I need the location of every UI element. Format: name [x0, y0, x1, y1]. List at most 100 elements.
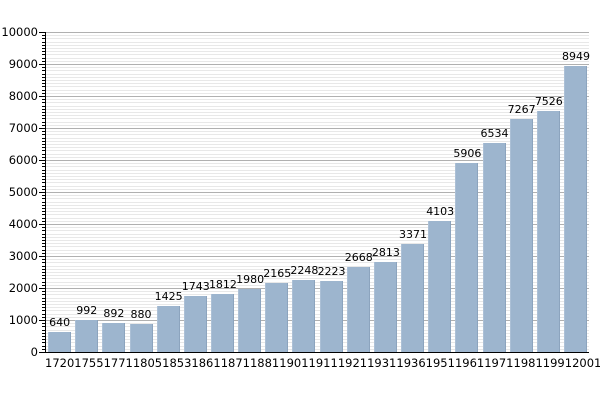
y-tick-major — [39, 256, 45, 257]
y-tick-minor — [42, 188, 45, 190]
x-axis-tick-label: 1931 — [367, 356, 397, 370]
bar-slot: 1812 — [209, 32, 237, 352]
y-tick-minor — [42, 284, 45, 286]
bar-slot: 1980 — [236, 32, 264, 352]
gridline-minor — [46, 281, 589, 283]
y-tick-minor — [42, 204, 45, 206]
gridline-minor — [46, 156, 589, 158]
bar-value-label: 2223 — [317, 264, 346, 278]
x-axis-labels: 1720 1755 1771 1805 1853 1861 1871 1881 1901 1911… — [45, 356, 600, 370]
gridline-minor — [46, 336, 589, 337]
y-tick-minor — [42, 214, 45, 216]
gridline-minor — [46, 140, 589, 142]
bar-slot: 7526 — [534, 32, 563, 352]
x-axis-tick-label: 1805 — [132, 356, 163, 370]
gridline-major — [46, 192, 589, 193]
bar — [102, 323, 126, 352]
y-tick-minor — [42, 323, 45, 325]
gridline-minor — [46, 51, 589, 53]
gridline-minor — [46, 137, 589, 139]
y-axis-tick-label: 3000 — [8, 249, 38, 263]
gridline-minor — [46, 57, 589, 59]
y-tick-minor — [42, 313, 45, 315]
y-tick-minor — [42, 150, 45, 152]
gridline-minor — [46, 185, 589, 187]
x-axis-tick-label: 1901 — [279, 356, 309, 370]
bars-layer: 640 992 892 880 1425 1743 1812 1980 2165 2248 2223… — [46, 32, 590, 352]
bar-value-label: 5906 — [453, 147, 482, 161]
x-axis-tick-label: 1755 — [74, 356, 104, 370]
gridline-minor — [46, 67, 589, 69]
x-axis-tick-label: 1871 — [220, 356, 250, 370]
bar-slot: 892 — [100, 32, 127, 352]
y-tick-major — [39, 64, 45, 65]
gridline-minor — [46, 310, 589, 312]
bar — [509, 119, 533, 352]
bar — [536, 111, 560, 352]
y-tick-minor — [42, 272, 45, 273]
gridline-minor — [46, 163, 589, 165]
y-tick-minor — [42, 57, 45, 59]
gridline-minor — [46, 73, 589, 75]
gridline-minor — [46, 272, 589, 273]
bar-value-label: 7526 — [534, 95, 563, 109]
gridline-major — [46, 32, 589, 33]
y-axis-tick-label: 10000 — [1, 25, 38, 39]
bar — [564, 65, 588, 352]
gridline-minor — [46, 166, 589, 168]
gridline-minor — [46, 102, 589, 104]
x-axis-tick-label: 1720 — [45, 356, 75, 370]
bar-slot: 1743 — [181, 32, 210, 352]
bar-slot: 2223 — [317, 32, 346, 352]
y-tick-minor — [42, 230, 45, 232]
y-tick-minor — [42, 265, 45, 267]
gridline-minor — [46, 268, 589, 270]
gridline-minor — [46, 217, 589, 219]
y-tick-minor — [42, 140, 45, 142]
y-tick-minor — [42, 233, 45, 235]
gridline-minor — [46, 198, 589, 200]
y-axis-tick-label: 7000 — [8, 121, 38, 135]
gridline-minor — [46, 121, 589, 123]
y-tick-minor — [42, 220, 45, 222]
y-tick-minor — [42, 326, 45, 328]
y-tick-minor — [42, 339, 45, 341]
bar-value-label: 1743 — [181, 280, 210, 294]
gridline-minor — [46, 284, 589, 286]
y-tick-minor — [42, 172, 45, 174]
y-tick-minor — [42, 211, 45, 213]
gridline-minor — [46, 227, 589, 229]
gridline-minor — [46, 233, 589, 235]
bar-value-label: 2165 — [263, 266, 292, 280]
bar — [401, 244, 425, 352]
gridline-minor — [46, 86, 589, 88]
bar — [455, 163, 479, 352]
y-tick-minor — [42, 67, 45, 69]
y-tick-minor — [42, 166, 45, 168]
gridline-minor — [46, 345, 589, 347]
gridline-minor — [46, 300, 589, 302]
gridline-minor — [46, 112, 589, 113]
gridline-minor — [46, 316, 589, 318]
y-tick-minor — [42, 236, 45, 238]
bar-value-label: 880 — [130, 307, 152, 321]
y-tick-minor — [42, 51, 45, 53]
bar-slot: 3371 — [399, 32, 427, 352]
gridline-minor — [46, 208, 589, 209]
y-tick-major — [39, 128, 45, 129]
y-tick-minor — [42, 307, 45, 309]
gridline-minor — [46, 243, 589, 245]
bar — [428, 220, 452, 352]
y-tick-minor — [42, 163, 45, 165]
y-tick-major — [39, 288, 45, 289]
gridline-minor — [46, 76, 589, 78]
y-tick-minor — [42, 76, 45, 78]
bar — [75, 320, 99, 352]
y-tick-minor — [42, 201, 45, 203]
y-tick-minor — [42, 195, 45, 197]
y-axis-tick-label: 8000 — [8, 89, 38, 103]
bar — [319, 280, 343, 352]
bar-slot: 880 — [127, 32, 154, 352]
y-tick-minor — [42, 60, 45, 62]
gridline-minor — [46, 265, 589, 267]
